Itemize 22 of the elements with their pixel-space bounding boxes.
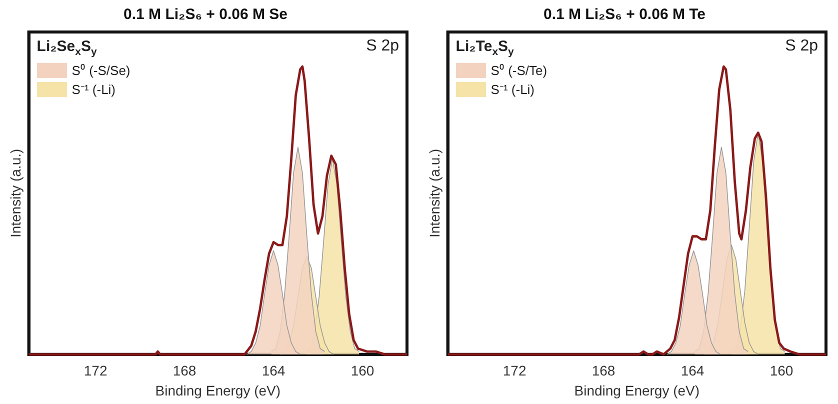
x-tick-label: 172 — [502, 362, 526, 379]
x-tick-label: 172 — [84, 362, 108, 379]
chart-title: 0.1 M Li₂S₆ + 0.06 M Se — [124, 6, 288, 24]
legend-title: Li₂Se$_{x}$S$_{y}$ — [36, 38, 98, 58]
y-axis-title: Intensity (a.u.) — [426, 148, 442, 238]
x-tick-label: 160 — [770, 362, 794, 379]
text: S 2p — [785, 37, 818, 54]
x-tick-label: 168 — [592, 362, 616, 379]
x-axis-title: Binding Energy (eV) — [574, 382, 700, 398]
x-tick-label: 164 — [262, 362, 286, 379]
legend-label: S⁰ (-S/Te) — [490, 62, 548, 79]
legend-title: Li₂Te$_{x}$S$_{y}$ — [456, 38, 515, 58]
x-tick-label: 168 — [172, 362, 196, 379]
text: S 2p — [366, 37, 400, 54]
legend-label: S⁻¹ (-Li) — [72, 81, 116, 98]
x-axis-title: Binding Energy (eV) — [155, 382, 281, 398]
legend-label: S⁰ (-S/Se) — [72, 62, 130, 79]
y-axis-title: Intensity (a.u.) — [7, 148, 24, 238]
legend-label: S⁻¹ (-Li) — [490, 81, 535, 98]
x-tick-label: 160 — [350, 362, 374, 379]
chart-title: 0.1 M Li₂S₆ + 0.06 M Te — [543, 6, 706, 24]
x-tick-label: 164 — [680, 362, 704, 379]
